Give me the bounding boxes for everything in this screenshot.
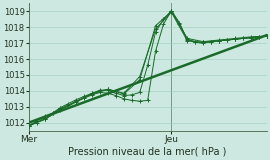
X-axis label: Pression niveau de la mer( hPa ): Pression niveau de la mer( hPa ): [69, 147, 227, 156]
